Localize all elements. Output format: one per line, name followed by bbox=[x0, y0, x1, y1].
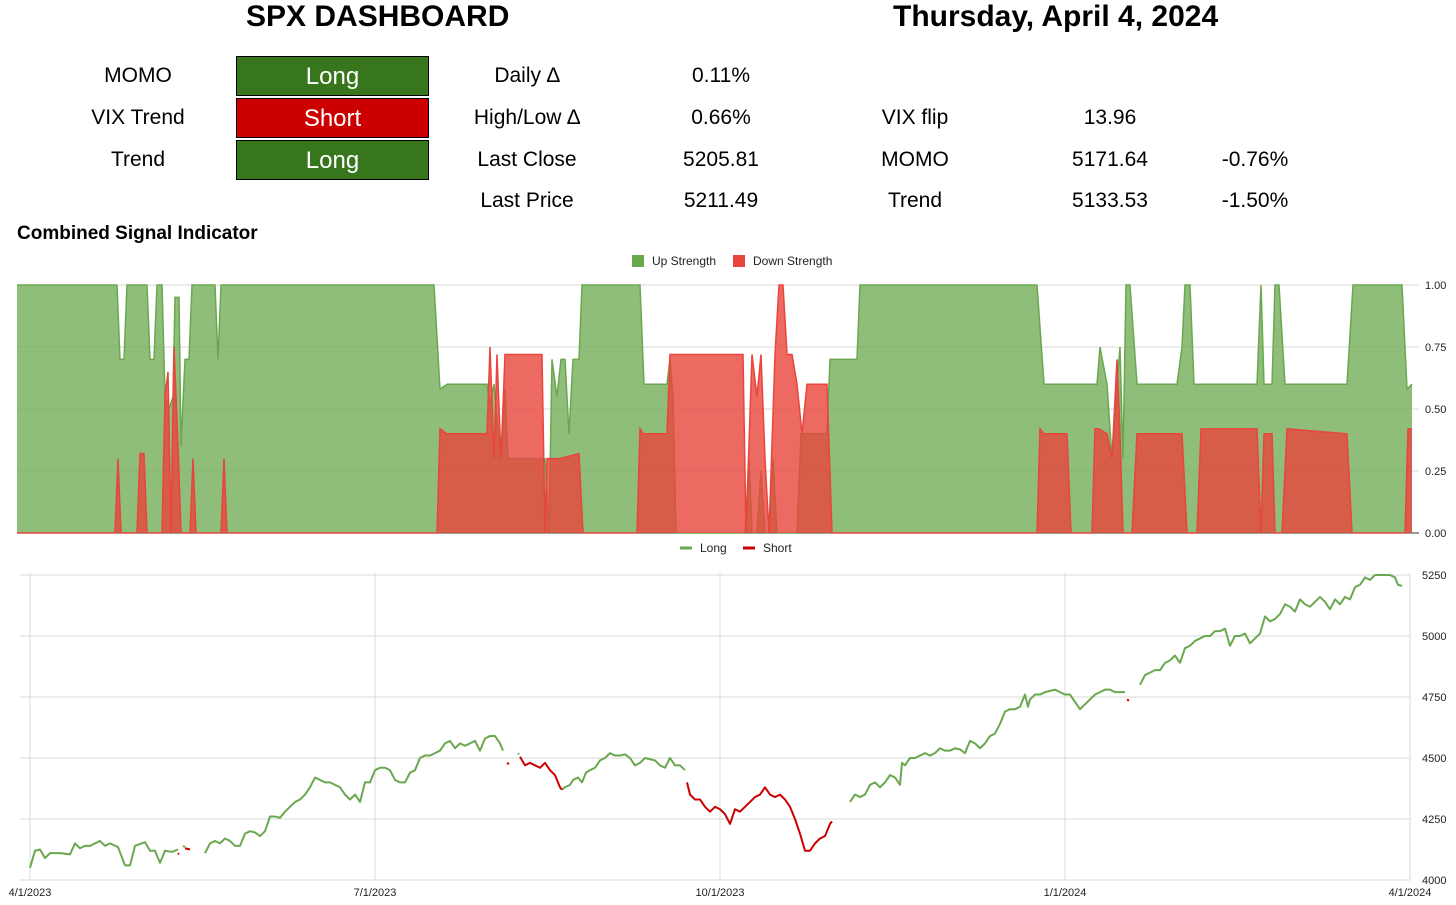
price-y-ticks: 4000 4250 4500 4750 5000 5250 bbox=[1422, 570, 1446, 887]
trend-level-value: 5133.53 bbox=[1072, 189, 1148, 212]
momo-level-pct: -0.76% bbox=[1221, 148, 1289, 171]
last-price-label: Last Price bbox=[480, 189, 574, 212]
down-strength-line bbox=[17, 284, 1412, 534]
short-line-segment bbox=[519, 756, 563, 791]
signal-y-tick-label: 0.00 bbox=[1425, 528, 1446, 540]
legend-label-short: Short bbox=[763, 541, 792, 555]
last-close-label: Last Close bbox=[477, 148, 577, 171]
price-gridlines bbox=[20, 573, 1411, 881]
highlow-delta-value: 0.66% bbox=[691, 106, 751, 129]
price-line-chart: Long Short 4000 4250 4500 4750 5000 5250 4/1/… bbox=[9, 541, 1447, 899]
signal-label-momo: MOMO bbox=[104, 64, 172, 87]
momo-level-value: 5171.64 bbox=[1072, 148, 1148, 171]
signal-areas bbox=[17, 284, 1413, 534]
signal-y-ticks: 0.00 0.25 0.50 0.75 1.00 bbox=[1425, 280, 1446, 540]
momo-level-label: MOMO bbox=[881, 148, 949, 171]
price-x-tick-label: 4/1/2023 bbox=[9, 887, 52, 899]
price-y-tick-label: 5250 bbox=[1422, 570, 1446, 582]
signal-label-vix-trend: VIX Trend bbox=[91, 106, 185, 129]
daily-delta-value: 0.11% bbox=[692, 64, 750, 87]
trend-level-label: Trend bbox=[887, 189, 943, 212]
long-line-segment bbox=[561, 752, 686, 791]
signal-y-tick-label: 0.25 bbox=[1425, 466, 1446, 478]
price-y-tick-label: 4750 bbox=[1422, 692, 1446, 704]
short-line-segment bbox=[184, 847, 191, 851]
long-line-segment bbox=[182, 844, 186, 848]
short-line-segment bbox=[686, 782, 833, 852]
price-x-tick-label: 10/1/2023 bbox=[696, 887, 745, 899]
price-legend: Long Short bbox=[680, 541, 792, 555]
short-line-segment bbox=[1126, 698, 1130, 702]
price-y-tick-label: 4000 bbox=[1422, 875, 1446, 887]
vix-flip-label: VIX flip bbox=[881, 106, 949, 129]
long-line-segment bbox=[517, 752, 520, 755]
down-strength-area bbox=[17, 285, 1412, 533]
signal-y-tick-label: 1.00 bbox=[1425, 280, 1446, 292]
price-x-tick-label: 7/1/2023 bbox=[354, 887, 397, 899]
short-line-segment bbox=[177, 852, 180, 856]
vix-flip-value: 13.96 bbox=[1083, 106, 1137, 129]
price-y-tick-label: 5000 bbox=[1422, 631, 1446, 643]
page-title: SPX DASHBOARD bbox=[246, 0, 510, 33]
signal-label-trend: Trend bbox=[110, 148, 166, 171]
date-title: Thursday, April 4, 2024 bbox=[893, 0, 1219, 33]
long-line-segment bbox=[849, 688, 1125, 803]
long-line-segment bbox=[204, 735, 504, 854]
signal-area-chart: Up Strength Down Strength 0.000.250.500.… bbox=[17, 254, 1446, 540]
price-x-ticks: 4/1/2023 7/1/2023 10/1/2023 1/1/2024 4/1/202… bbox=[9, 887, 1432, 899]
price-lines bbox=[29, 574, 1403, 869]
price-x-tick-label: 4/1/2024 bbox=[1389, 887, 1432, 899]
signal-chart-title: Combined Signal Indicator bbox=[17, 223, 258, 244]
legend-swatch-up bbox=[632, 255, 644, 267]
signal-value-trend: Long bbox=[236, 140, 429, 180]
trend-level-pct: -1.50% bbox=[1221, 189, 1289, 212]
price-x-tick-label: 1/1/2024 bbox=[1044, 887, 1087, 899]
highlow-delta-label: High/Low ∆ bbox=[473, 106, 581, 129]
signal-value-momo: Long bbox=[236, 56, 429, 96]
legend-label-up: Up Strength bbox=[652, 254, 716, 268]
last-price-value: 5211.49 bbox=[683, 189, 759, 212]
up-strength-line bbox=[17, 284, 1413, 534]
legend-label-down: Down Strength bbox=[753, 254, 832, 268]
signal-value-vix-trend: Short bbox=[236, 98, 429, 138]
last-close-value: 5205.81 bbox=[683, 148, 759, 171]
long-line-segment bbox=[1139, 574, 1403, 686]
legend-label-long: Long bbox=[700, 541, 727, 555]
price-y-tick-label: 4250 bbox=[1422, 814, 1446, 826]
legend-swatch-down bbox=[733, 255, 745, 267]
signal-y-tick-label: 0.75 bbox=[1425, 342, 1446, 354]
long-line-segment bbox=[29, 839, 179, 869]
signal-legend: Up Strength Down Strength bbox=[632, 254, 832, 268]
signal-y-tick-label: 0.50 bbox=[1425, 404, 1446, 416]
price-y-tick-label: 4500 bbox=[1422, 753, 1446, 765]
daily-delta-label: Daily ∆ bbox=[494, 64, 560, 87]
short-line-segment bbox=[506, 762, 510, 765]
